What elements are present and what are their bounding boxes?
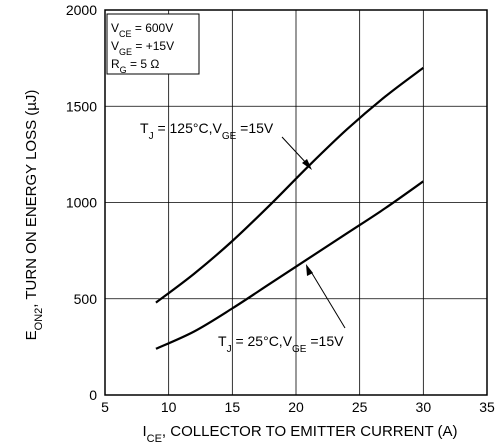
condition-rg: RG = 5 Ω [111,57,159,75]
arrow-125c [281,136,312,170]
x-tick-label: 5 [101,399,109,415]
y-tick-label: 2000 [66,2,97,18]
x-tick-label: 25 [352,399,368,415]
series-line-1 [155,180,424,350]
conditions-box: VCE = 600V VGE = +15V RG = 5 Ω [106,13,200,75]
condition-vge: VGE = +15V [111,39,174,57]
x-tick-label: 30 [416,399,432,415]
annotation-125c: TJ = 125°C,VGE =15V [140,120,274,142]
x-tick-label: 35 [479,399,495,415]
series-layer [155,66,424,350]
arrow-25c [306,264,346,329]
y-tick-label: 500 [74,291,98,307]
x-tick-label: 10 [161,399,177,415]
y-tick-label: 1000 [66,195,97,211]
condition-vce: VCE = 600V [111,21,173,39]
y-tick-label: 0 [89,387,97,403]
plot-frame [104,9,488,396]
y-axis-title: EON2, TURN ON ENERGY LOSS (µJ) [23,90,45,341]
y-tick-label: 1500 [66,98,97,114]
x-tick-label: 20 [288,399,304,415]
series-line-0 [155,66,424,304]
x-axis-title: ICE, COLLECTOR TO EMITTER CURRENT (A) [142,423,457,444]
x-tick-label: 15 [225,399,241,415]
annotation-25c: TJ = 25°C,VGE =15V [218,333,344,355]
tick-labels: 5 10 15 20 25 30 35 0 500 1000 1500 2000 [66,2,495,415]
